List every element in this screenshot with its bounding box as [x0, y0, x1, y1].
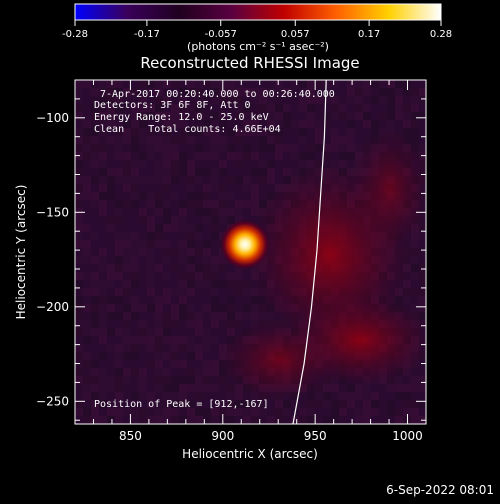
- colorbar-unit-label: (photons cm⁻² s⁻¹ asec⁻²): [187, 40, 329, 53]
- colorbar-ticks: -0.28 -0.17 -0.057 0.057 0.17 0.28: [62, 20, 452, 40]
- colorbar-tick-label: 0.28: [430, 29, 452, 40]
- y-tick-label: −200: [36, 300, 69, 314]
- solar-limb: [292, 80, 327, 424]
- info-line-time: 7-Apr-2017 00:20:40.000 to 00:26:40.000: [100, 89, 335, 100]
- plot-frame: [74, 79, 427, 425]
- emission-blob: [350, 130, 426, 250]
- colorbar-tick-label: 0.17: [358, 29, 380, 40]
- colorbar-tick-label: -0.057: [205, 29, 237, 40]
- axis-ticks: 850 900 950 1000 −100 −150 −200 −250: [36, 79, 426, 443]
- x-axis-label: Heliocentric X (arcsec): [182, 447, 318, 461]
- info-line-detectors: Detectors: 3F 6F 8F, Att 0: [94, 100, 251, 111]
- colorbar-tick-label: 0.057: [281, 29, 310, 40]
- x-tick-label: 850: [119, 429, 142, 443]
- emission-blob: [220, 320, 340, 400]
- y-tick-label: −150: [36, 205, 69, 219]
- info-line-energy: Energy Range: 12.0 - 25.0 keV: [94, 112, 269, 123]
- chart-title: Reconstructed RHESSI Image: [140, 54, 359, 72]
- info-line-clean: Clean Total counts: 4.66E+04: [94, 124, 281, 135]
- x-tick-label: 950: [304, 429, 327, 443]
- colorbar-tick-label: -0.17: [134, 29, 160, 40]
- peak-position-label: Position of Peak = [912,-167]: [94, 399, 269, 410]
- colorbar-tick-label: -0.28: [62, 29, 88, 40]
- plot-area: [75, 80, 426, 424]
- x-tick-label: 1000: [392, 429, 423, 443]
- x-tick-label: 900: [211, 429, 234, 443]
- y-tick-label: −250: [36, 394, 69, 408]
- y-tick-label: −100: [36, 111, 69, 125]
- flare-source: [218, 218, 271, 271]
- footer-date: 6-Sep-2022 08:01: [386, 483, 494, 497]
- colorbar: [74, 3, 442, 21]
- y-axis-label: Heliocentric Y (arcsec): [14, 185, 28, 320]
